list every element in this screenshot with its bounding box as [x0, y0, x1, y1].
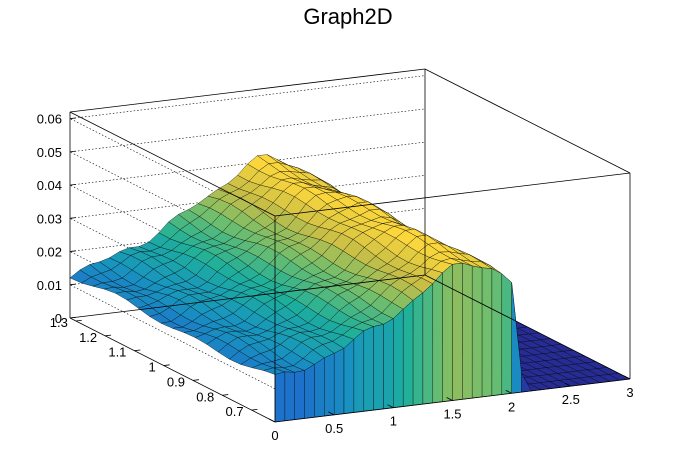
y-tick-mark: [75, 319, 82, 322]
surface-front-face: [294, 370, 305, 420]
surface-front-face: [343, 338, 355, 414]
z-tick-mark: [69, 150, 76, 153]
y-tick-mark: [192, 379, 199, 381]
surface-front-face: [403, 299, 414, 407]
surface-front-face: [501, 273, 512, 395]
y-tick-label: 1.3: [50, 315, 68, 330]
y-tick-mark: [251, 409, 258, 411]
x-tick-mark: [268, 418, 276, 423]
x-tick-mark: [328, 411, 335, 416]
y-tick-mark: [222, 394, 229, 396]
x-tick-label: 0: [271, 428, 278, 443]
surface-front-face: [304, 364, 315, 419]
z-tick-mark: [69, 217, 76, 219]
chart-title: Graph2D: [303, 4, 392, 29]
z-tick-label: 0.01: [37, 278, 62, 293]
box-edge: [69, 274, 426, 319]
surface-front-face: [373, 324, 384, 411]
surface-front-face: [363, 326, 374, 412]
z-tick-mark: [69, 250, 76, 252]
box-edge: [69, 317, 276, 423]
z-tick-label: 0.05: [37, 145, 62, 160]
z-tick-mark: [69, 183, 76, 186]
surface-front-face: [314, 357, 325, 418]
surface-front-face: [393, 308, 404, 408]
y-tick-mark: [163, 364, 170, 366]
surface-front-face: [491, 268, 502, 396]
y-tick-label: 0.9: [167, 374, 185, 389]
x-tick-mark: [564, 382, 572, 387]
y-tick-label: 0.7: [225, 404, 243, 419]
surface-front-face: [422, 283, 433, 405]
axis-ticks: 0 0.5 1 1.5 2 2.5 30.70.80.911.11.21.300.010.0…: [37, 112, 634, 443]
surface-front-face: [284, 371, 295, 421]
x-tick-mark: [505, 390, 512, 394]
y-tick-label: 1.1: [108, 345, 126, 360]
x-tick-mark: [623, 375, 631, 380]
x-tick-label: 3: [626, 385, 633, 400]
surface-front-face: [324, 353, 335, 417]
surface-front-face: [412, 292, 424, 406]
y-tick-label: 1.2: [79, 330, 97, 345]
z-tick-mark: [69, 316, 76, 319]
surface-front-face: [481, 267, 493, 398]
z-tick-label: 0.03: [37, 211, 62, 226]
surface-front-face: [472, 265, 483, 399]
surface-front-face: [274, 371, 286, 423]
surface-front-face: [452, 262, 463, 401]
x-tick-mark: [446, 397, 453, 401]
surface-front-face: [432, 272, 443, 404]
z-tick-label: 0.06: [37, 112, 62, 127]
x-tick-label: 2: [508, 399, 515, 414]
y-tick-mark: [105, 334, 112, 337]
surface-front-face: [334, 348, 345, 415]
x-tick-label: 0.5: [325, 421, 343, 436]
y-tick-label: 1: [148, 360, 155, 375]
z-tick-label: 0.02: [37, 245, 62, 260]
z-tick-label: 0: [55, 311, 62, 326]
surface-front-face: [353, 330, 364, 413]
box-edge: [424, 68, 631, 174]
box-edge: [69, 68, 426, 113]
surface-front-face: [462, 262, 473, 400]
box-edge: [69, 111, 276, 217]
x-tick-label: 1.5: [443, 407, 461, 422]
surface-front-face: [383, 318, 394, 410]
y-tick-label: 0.8: [196, 389, 214, 404]
x-tick-mark: [387, 404, 394, 409]
z-tick-mark: [69, 283, 76, 286]
z-tick-label: 0.04: [37, 178, 62, 193]
box-edge: [274, 172, 631, 217]
x-tick-label: 2.5: [562, 392, 580, 407]
y-tick-mark: [134, 349, 141, 352]
z-tick-mark: [69, 117, 76, 120]
surface-plot: [69, 154, 631, 423]
x-tick-label: 1: [390, 414, 397, 429]
box-edge: [424, 274, 631, 380]
